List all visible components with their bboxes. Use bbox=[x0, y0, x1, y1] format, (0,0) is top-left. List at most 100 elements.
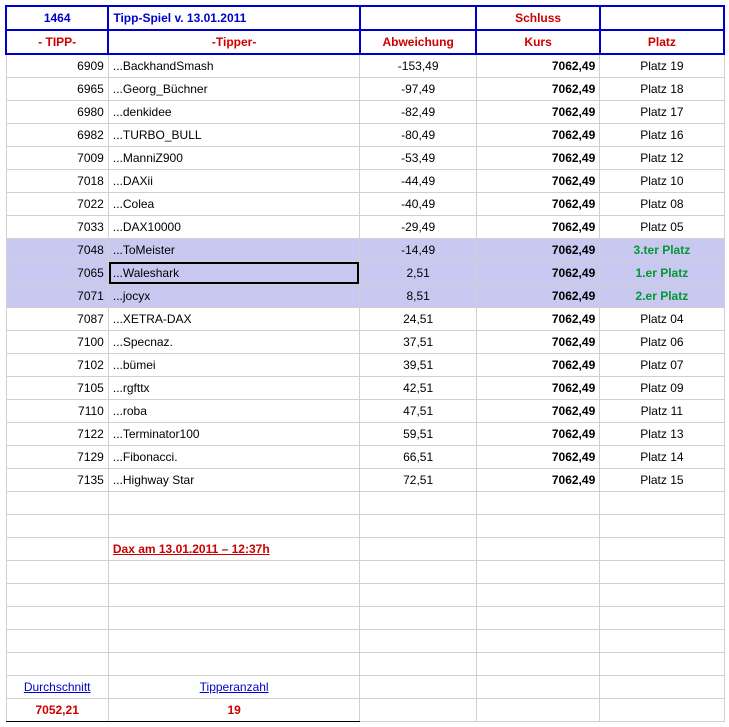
cell-kurs: 7062,49 bbox=[476, 239, 599, 262]
cell-tipper: ...Colea bbox=[108, 193, 360, 216]
header-blank-2 bbox=[600, 6, 724, 30]
cell-platz: Platz 16 bbox=[600, 124, 724, 147]
cell-tipp: 7105 bbox=[6, 377, 108, 400]
footer-values: 7052,21 19 bbox=[6, 699, 724, 722]
cell-tipper: ...bümei bbox=[108, 354, 360, 377]
cell-tipp: 7065 bbox=[6, 262, 108, 285]
cell-abweichung: 72,51 bbox=[360, 469, 477, 492]
cell-platz: Platz 18 bbox=[600, 78, 724, 101]
cell-platz: Platz 10 bbox=[600, 170, 724, 193]
cell-kurs: 7062,49 bbox=[476, 377, 599, 400]
cell-abweichung: 2,51 bbox=[360, 262, 477, 285]
col-header-kurs: Kurs bbox=[476, 30, 599, 54]
table-row: 6980...denkidee-82,497062,49Platz 17 bbox=[6, 101, 724, 124]
cell-tipper: ...Waleshark bbox=[108, 262, 360, 285]
cell-tipp: 6909 bbox=[6, 54, 108, 78]
empty-row bbox=[6, 607, 724, 630]
cell-tipp: 7071 bbox=[6, 285, 108, 308]
cell-platz: Platz 19 bbox=[600, 54, 724, 78]
header-id: 1464 bbox=[6, 6, 108, 30]
cell-tipper: ...DAXii bbox=[108, 170, 360, 193]
cell-tipper: ...Georg_Büchner bbox=[108, 78, 360, 101]
cell-platz: Platz 11 bbox=[600, 400, 724, 423]
cell-tipper: ...Specnaz. bbox=[108, 331, 360, 354]
cell-platz: 2.er Platz bbox=[600, 285, 724, 308]
cell-abweichung: 47,51 bbox=[360, 400, 477, 423]
cell-tipp: 6980 bbox=[6, 101, 108, 124]
cell-tipp: 7122 bbox=[6, 423, 108, 446]
cell-abweichung: 39,51 bbox=[360, 354, 477, 377]
cell-kurs: 7062,49 bbox=[476, 124, 599, 147]
cell-abweichung: -82,49 bbox=[360, 101, 477, 124]
header-row-1: 1464 Tipp-Spiel v. 13.01.2011 Schluss bbox=[6, 6, 724, 30]
cell-abweichung: 66,51 bbox=[360, 446, 477, 469]
empty-row bbox=[6, 561, 724, 584]
cell-platz: Platz 14 bbox=[600, 446, 724, 469]
cell-kurs: 7062,49 bbox=[476, 147, 599, 170]
cell-tipp: 7009 bbox=[6, 147, 108, 170]
cell-tipper: ...XETRA-DAX bbox=[108, 308, 360, 331]
dax-text: Dax am 13.01.2011 – 12:37h bbox=[113, 542, 270, 556]
cell-kurs: 7062,49 bbox=[476, 101, 599, 124]
cell-kurs: 7062,49 bbox=[476, 262, 599, 285]
empty-row bbox=[6, 492, 724, 515]
cell-tipper: ...ToMeister bbox=[108, 239, 360, 262]
cell-tipp: 7102 bbox=[6, 354, 108, 377]
table-row: 7071...jocyx8,517062,492.er Platz bbox=[6, 285, 724, 308]
header-title: Tipp-Spiel v. 13.01.2011 bbox=[108, 6, 360, 30]
col-header-tipp: - TIPP- bbox=[6, 30, 108, 54]
cell-kurs: 7062,49 bbox=[476, 193, 599, 216]
cell-abweichung: 42,51 bbox=[360, 377, 477, 400]
tipperanzahl-value: 19 bbox=[108, 699, 360, 722]
empty-row bbox=[6, 630, 724, 653]
tipperanzahl-label: Tipperanzahl bbox=[108, 676, 360, 699]
durchschnitt-value: 7052,21 bbox=[6, 699, 108, 722]
table-row: 7087...XETRA-DAX24,517062,49Platz 04 bbox=[6, 308, 724, 331]
cell-kurs: 7062,49 bbox=[476, 400, 599, 423]
cell-platz: Platz 17 bbox=[600, 101, 724, 124]
cell-tipp: 7087 bbox=[6, 308, 108, 331]
cell-platz: Platz 04 bbox=[600, 308, 724, 331]
cell-abweichung: 37,51 bbox=[360, 331, 477, 354]
table-row: 6982...TURBO_BULL-80,497062,49Platz 16 bbox=[6, 124, 724, 147]
cell-abweichung: 24,51 bbox=[360, 308, 477, 331]
cell-tipper: ...ManniZ900 bbox=[108, 147, 360, 170]
cell-tipp: 7018 bbox=[6, 170, 108, 193]
cell-tipper: ...DAX10000 bbox=[108, 216, 360, 239]
cell-platz: Platz 08 bbox=[600, 193, 724, 216]
table-row: 6909...BackhandSmash-153,497062,49Platz … bbox=[6, 54, 724, 78]
cell-kurs: 7062,49 bbox=[476, 170, 599, 193]
cell-abweichung: -29,49 bbox=[360, 216, 477, 239]
cell-abweichung: -80,49 bbox=[360, 124, 477, 147]
cell-abweichung: -53,49 bbox=[360, 147, 477, 170]
table-row: 6965...Georg_Büchner-97,497062,49Platz 1… bbox=[6, 78, 724, 101]
empty-row bbox=[6, 653, 724, 676]
cell-kurs: 7062,49 bbox=[476, 308, 599, 331]
table-row: 7033...DAX10000-29,497062,49Platz 05 bbox=[6, 216, 724, 239]
cell-kurs: 7062,49 bbox=[476, 446, 599, 469]
cell-tipp: 7022 bbox=[6, 193, 108, 216]
table-row: 7100...Specnaz.37,517062,49Platz 06 bbox=[6, 331, 724, 354]
cell-abweichung: 59,51 bbox=[360, 423, 477, 446]
cell-tipper: ...jocyx bbox=[108, 285, 360, 308]
cell-tipper: ...roba bbox=[108, 400, 360, 423]
table-row: 7009...ManniZ900-53,497062,49Platz 12 bbox=[6, 147, 724, 170]
table-row: 7105...rgfttx42,517062,49Platz 09 bbox=[6, 377, 724, 400]
cell-abweichung: -40,49 bbox=[360, 193, 477, 216]
cell-tipper: ...Terminator100 bbox=[108, 423, 360, 446]
cell-abweichung: -14,49 bbox=[360, 239, 477, 262]
table-row: 7102...bümei39,517062,49Platz 07 bbox=[6, 354, 724, 377]
cell-kurs: 7062,49 bbox=[476, 331, 599, 354]
cell-kurs: 7062,49 bbox=[476, 54, 599, 78]
cell-abweichung: 8,51 bbox=[360, 285, 477, 308]
dax-row: Dax am 13.01.2011 – 12:37h bbox=[6, 538, 724, 561]
table-row: 7065...Waleshark2,517062,491.er Platz bbox=[6, 262, 724, 285]
header-row-2: - TIPP- -Tipper- Abweichung Kurs Platz bbox=[6, 30, 724, 54]
cell-tipp: 6965 bbox=[6, 78, 108, 101]
cell-tipp: 7129 bbox=[6, 446, 108, 469]
empty-row bbox=[6, 515, 724, 538]
cell-platz: 1.er Platz bbox=[600, 262, 724, 285]
cell-tipp: 6982 bbox=[6, 124, 108, 147]
cell-tipper: ...TURBO_BULL bbox=[108, 124, 360, 147]
cell-platz: Platz 07 bbox=[600, 354, 724, 377]
